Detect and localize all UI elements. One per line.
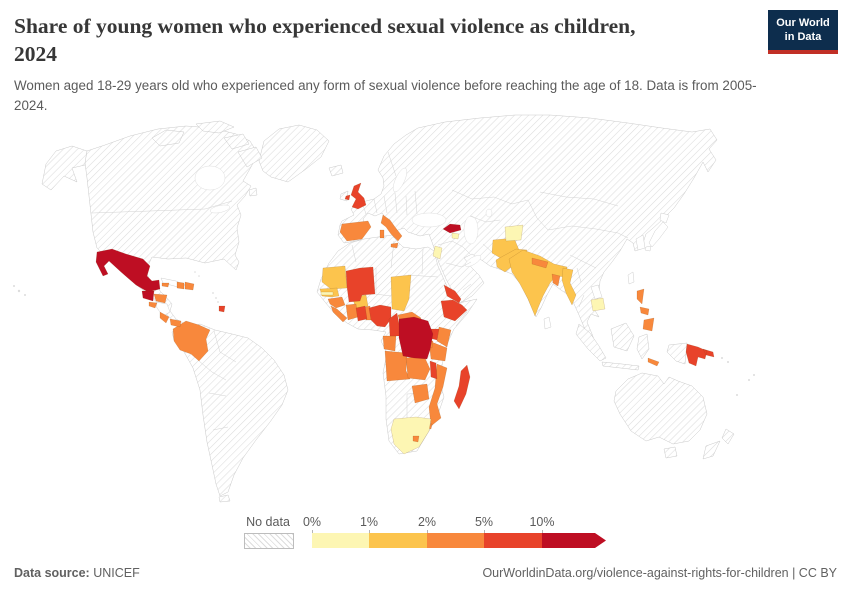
country-sierra-leone-liberia[interactable] [330, 305, 348, 323]
country-colombia[interactable] [172, 320, 211, 362]
sea-caspian [463, 215, 479, 245]
country-panama[interactable] [169, 318, 182, 328]
country-myanmar[interactable] [561, 267, 577, 306]
country-lesotho-dot-overlay[interactable] [412, 435, 420, 443]
country-philippines[interactable] [636, 288, 655, 332]
chart-footer: Data source: UNICEF OurWorldinData.org/v… [14, 566, 837, 580]
legend-tick-2: 2% [417, 515, 437, 529]
attribution-link[interactable]: OurWorldinData.org/violence-against-righ… [482, 566, 837, 580]
sea-black-sea [411, 212, 447, 228]
landmass-alaska-no-data[interactable] [41, 145, 88, 191]
country-gabon-congo[interactable] [382, 335, 397, 352]
legend-tick-3: 5% [474, 515, 494, 529]
legend-tick-1: 1% [359, 515, 379, 529]
country-bangladesh[interactable] [551, 273, 561, 287]
country-tanzania[interactable] [428, 340, 448, 362]
country-united-kingdom[interactable] [344, 182, 367, 210]
data-source-value: UNICEF [93, 566, 140, 580]
country-sri-lanka[interactable] [543, 316, 552, 330]
country-malawi[interactable] [429, 360, 438, 380]
legend-no-data-label: No data [246, 515, 290, 529]
sea-persian-gulf [464, 255, 482, 267]
legend-swatch-0-1[interactable] [312, 533, 369, 548]
country-india[interactable] [508, 249, 568, 317]
islands-indonesia-no-data[interactable] [575, 322, 688, 371]
country-japan[interactable] [644, 212, 670, 252]
country-mozambique[interactable] [428, 363, 448, 427]
islands-new-zealand-no-data[interactable] [702, 428, 735, 460]
small-islands [13, 271, 755, 396]
country-tajikistan-kyrgyzstan[interactable] [504, 224, 524, 242]
country-spain[interactable] [339, 220, 372, 242]
landmass-greenland-no-data[interactable] [258, 124, 330, 183]
sea-baltic [392, 167, 408, 193]
country-nigeria[interactable] [368, 304, 392, 328]
country-south-africa[interactable] [390, 416, 432, 455]
owid-logo-line2: in Data [784, 31, 822, 44]
country-jordan[interactable] [432, 245, 443, 260]
legend-swatch-5-10[interactable] [484, 533, 542, 548]
country-cambodia[interactable] [590, 297, 606, 312]
country-trinidad-and-tobago[interactable] [218, 305, 226, 313]
country-madagascar[interactable] [453, 364, 471, 410]
country-papua-new-guinea[interactable] [685, 343, 715, 367]
sea-hudson-bay [194, 165, 226, 191]
sea-aral [485, 208, 493, 218]
country-zimbabwe[interactable] [411, 383, 430, 404]
country-armenia[interactable] [451, 232, 460, 240]
country-mali[interactable] [345, 266, 376, 303]
country-dominican-republic[interactable] [184, 281, 195, 291]
country-laos[interactable] [590, 284, 603, 300]
landmass-south-america-no-data[interactable] [171, 323, 289, 503]
arctic-islands-no-data[interactable] [151, 120, 263, 197]
chart-subtitle: Women aged 18-29 years old who experienc… [14, 77, 757, 113]
chart-title-line2: 2024 [14, 42, 57, 67]
country-italy[interactable] [379, 214, 403, 249]
legend-swatch-1-2[interactable] [369, 533, 427, 548]
legend-no-data-swatch[interactable] [244, 533, 294, 549]
country-ghana[interactable] [355, 305, 368, 322]
country-korea[interactable] [635, 234, 646, 251]
data-source: Data source: UNICEF [14, 566, 140, 580]
country-taiwan[interactable] [627, 271, 635, 285]
landmass-australia-no-data[interactable] [613, 372, 708, 459]
country-timor-leste[interactable] [647, 357, 660, 367]
country-georgia[interactable] [442, 223, 462, 234]
owid-logo[interactable]: Our World in Data [768, 10, 838, 54]
country-ethiopia[interactable] [440, 299, 468, 322]
legend-tick-0: 0% [302, 515, 322, 529]
landmass-north-america-no-data[interactable] [84, 125, 259, 330]
chart-header: Share of young women who experienced sex… [14, 12, 764, 116]
legend-tick-4: 10% [529, 515, 555, 529]
country-borders-overlay [91, 151, 629, 431]
country-dr-congo[interactable] [398, 316, 434, 360]
island-iceland-no-data[interactable] [328, 164, 344, 177]
country-costa-rica[interactable] [159, 311, 170, 324]
data-source-label: Data source: [14, 566, 90, 580]
country-chad[interactable] [390, 274, 412, 312]
legend-swatch-2-5[interactable] [427, 533, 484, 548]
country-mexico[interactable] [95, 248, 161, 293]
chart-title: Share of young women who experienced sex… [14, 12, 764, 69]
country-gambia[interactable] [320, 291, 334, 296]
country-mauritania[interactable] [321, 265, 348, 290]
country-guinea[interactable] [327, 296, 346, 309]
legend-swatch-10-plus[interactable] [542, 533, 606, 548]
country-cote-divoire[interactable] [345, 303, 359, 321]
country-nicaragua[interactable] [155, 301, 171, 317]
country-haiti[interactable] [176, 281, 185, 290]
world-map [0, 112, 850, 512]
country-honduras[interactable] [153, 293, 168, 304]
country-nepal[interactable] [531, 257, 549, 269]
country-yemen[interactable] [443, 284, 462, 304]
great-lakes [209, 204, 231, 214]
chart-title-line1: Share of young women who experienced sex… [14, 14, 636, 38]
country-jamaica[interactable] [161, 282, 170, 288]
country-el-salvador[interactable] [148, 301, 158, 309]
owid-logo-line1: Our World [776, 17, 830, 29]
country-guatemala[interactable] [141, 290, 155, 302]
